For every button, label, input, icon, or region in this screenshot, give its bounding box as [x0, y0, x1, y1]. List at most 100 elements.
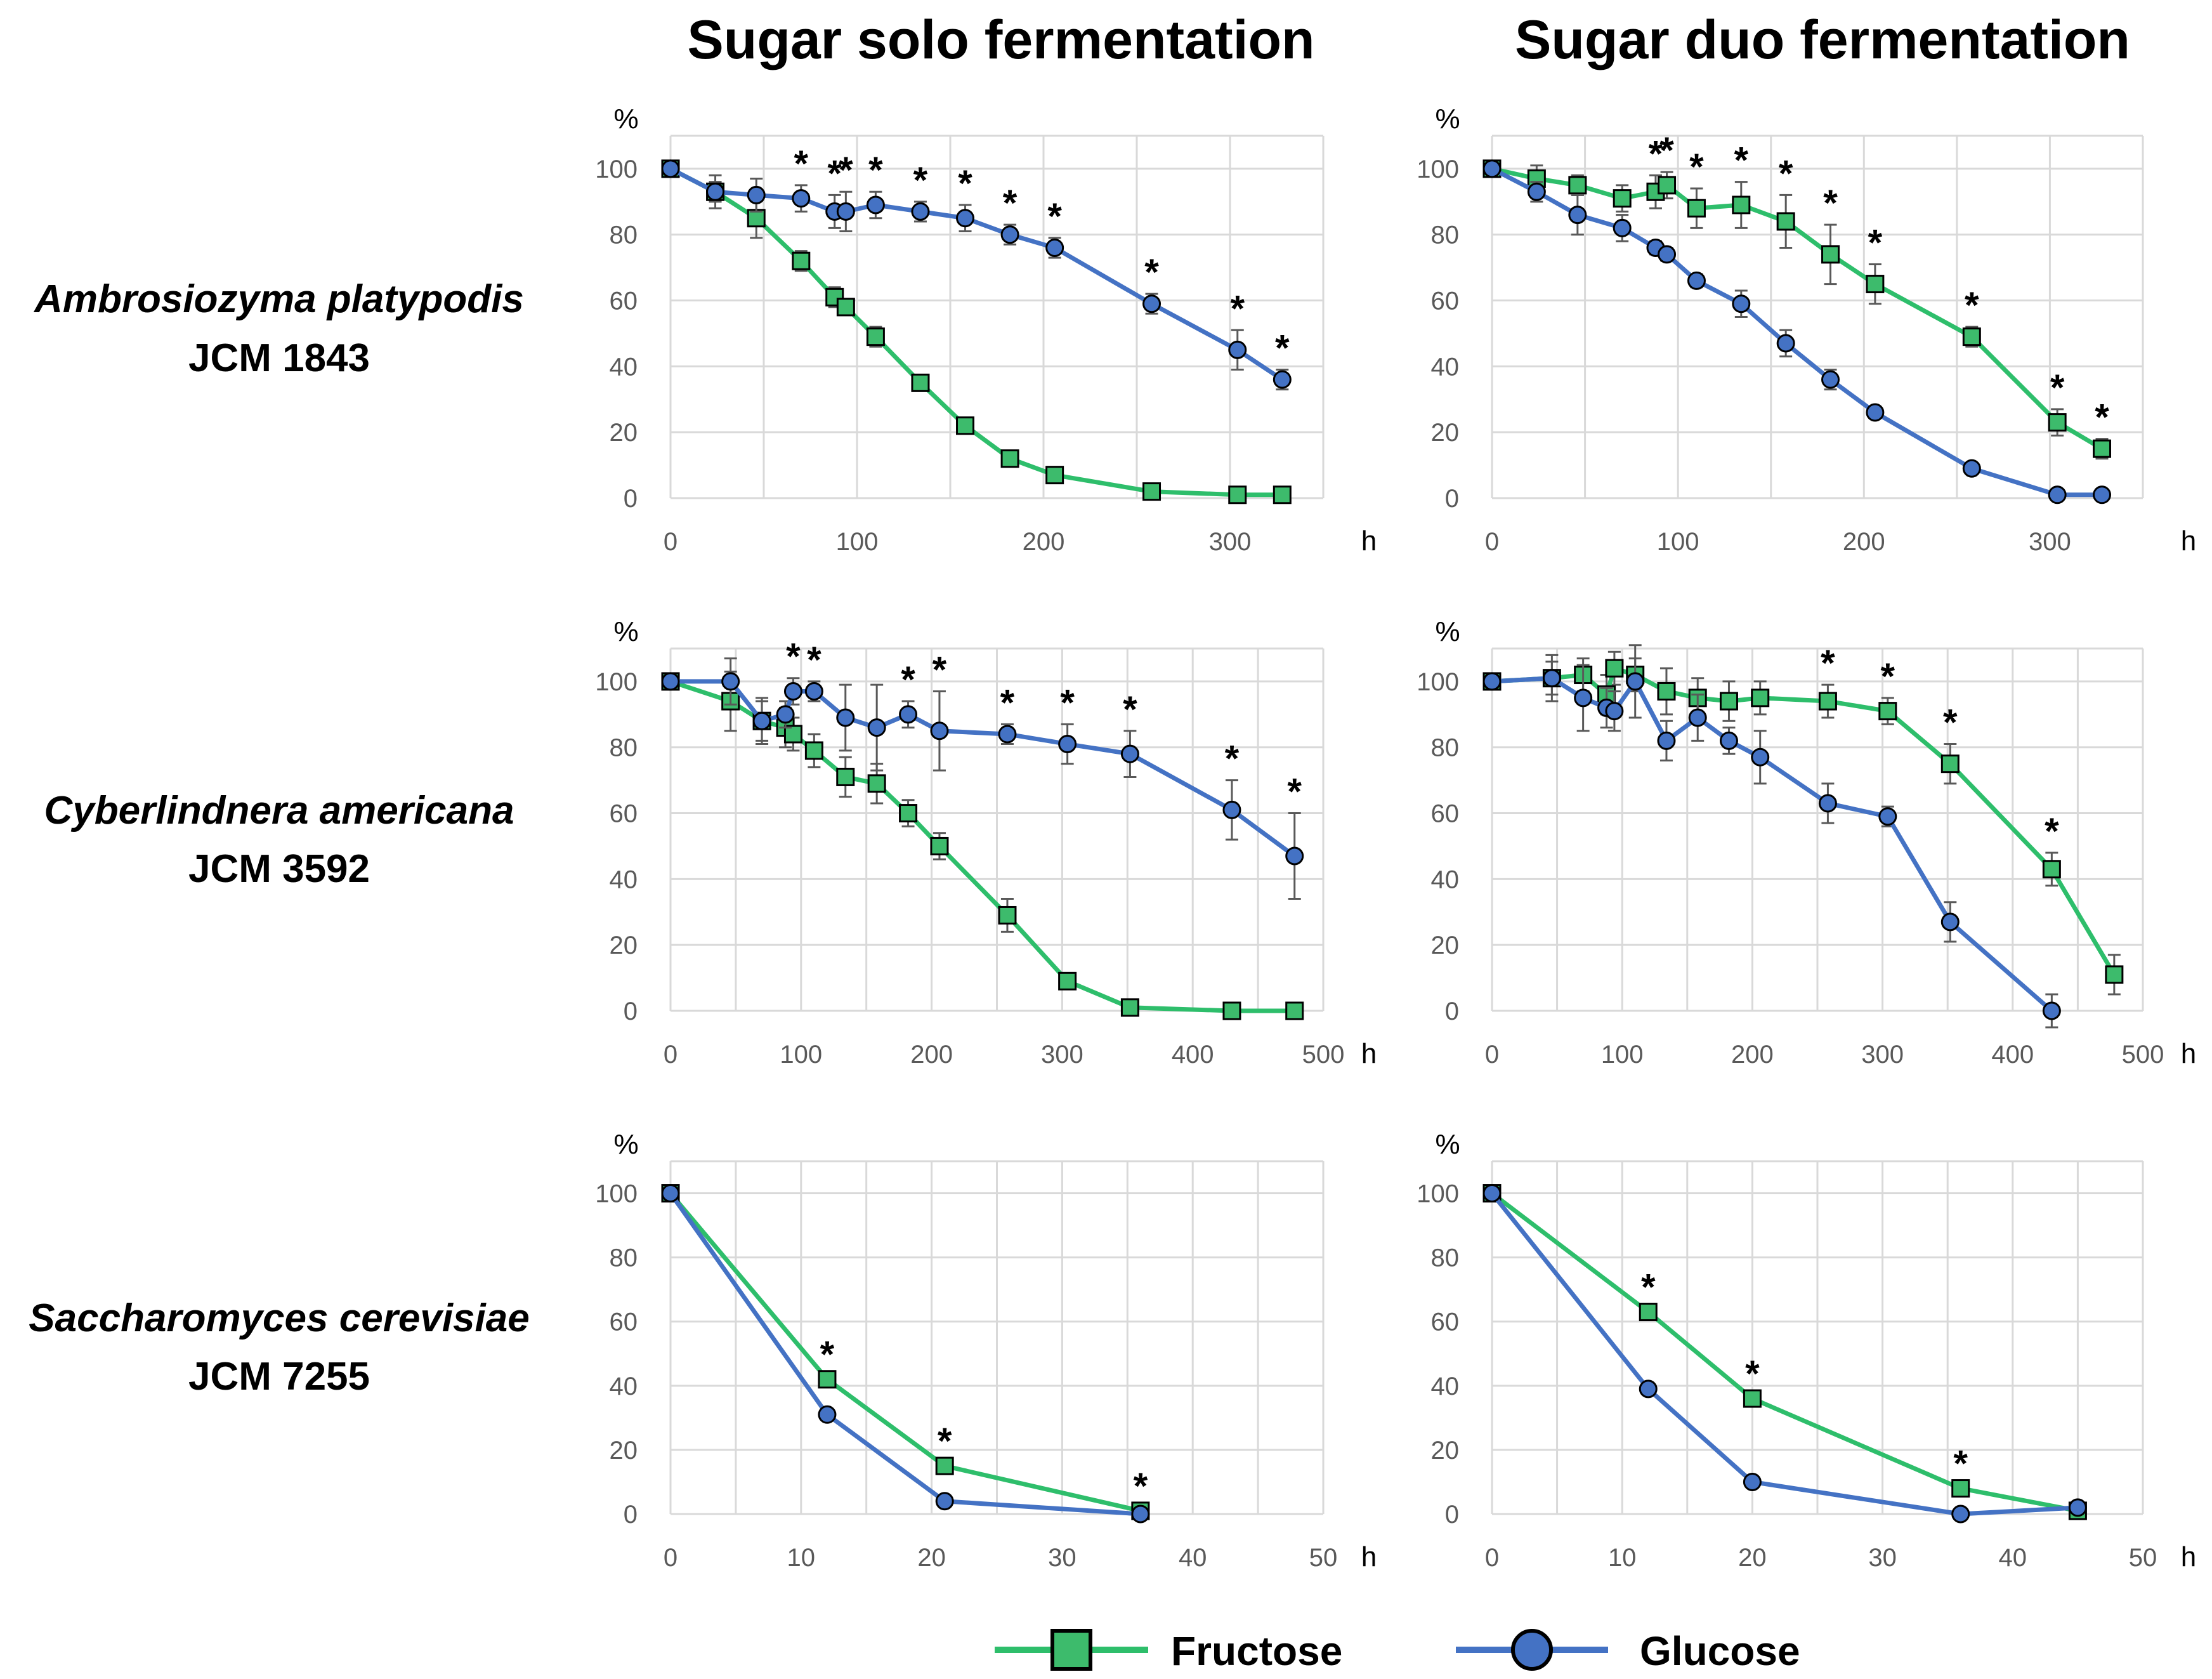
- significance-star: *: [1641, 1267, 1656, 1308]
- fructose-point: [1878, 702, 1897, 721]
- fructose-point: [1732, 195, 1751, 214]
- glucose-point: [1776, 334, 1795, 353]
- y-tick-label: 60: [610, 800, 638, 828]
- x-tick-label: 20: [1738, 1544, 1767, 1572]
- row-strain-ambrosiozyma: JCM 1843: [188, 336, 370, 380]
- fructose-point: [1743, 1389, 1762, 1408]
- glucose-point: [747, 185, 766, 204]
- fructose-point: [1613, 189, 1632, 208]
- significance-star: *: [2095, 397, 2109, 438]
- fructose-point: [1045, 466, 1064, 485]
- fructose-point: [1000, 449, 1019, 468]
- fructose-point: [804, 741, 823, 760]
- glucose-point: [1568, 206, 1587, 225]
- fructose-point: [1568, 176, 1587, 195]
- fructose-point: [836, 298, 855, 317]
- y-tick-label: 20: [1431, 419, 1460, 447]
- fructose-point: [1222, 1001, 1241, 1020]
- fructose-point: [1120, 998, 1139, 1017]
- x-tick-label: 0: [1485, 528, 1499, 556]
- y-unit-label: %: [1435, 103, 1460, 135]
- glucose-point: [1131, 1505, 1150, 1524]
- fructose-point: [1687, 199, 1706, 218]
- fructose-point: [1228, 485, 1247, 504]
- x-tick-label: 200: [1731, 1041, 1774, 1069]
- glucose-point: [935, 1492, 954, 1511]
- glucose-point: [1751, 747, 1770, 767]
- glucose-point: [2093, 485, 2112, 504]
- significance-star: *: [1659, 130, 1674, 171]
- significance-star: *: [1047, 196, 1062, 237]
- glucose-point: [661, 672, 680, 691]
- fructose-point: [866, 327, 885, 346]
- significance-star: *: [1225, 739, 1240, 780]
- significance-star: *: [1134, 1466, 1148, 1507]
- glucose-point: [836, 708, 855, 727]
- glucose-point: [1658, 245, 1677, 264]
- glucose-point: [2068, 1498, 2087, 1517]
- significance-star: *: [1275, 328, 1290, 369]
- significance-star: *: [1003, 183, 1018, 224]
- y-tick-label: 40: [1431, 866, 1460, 893]
- column-title-solo: Sugar solo fermentation: [687, 10, 1314, 70]
- glucose-point: [1142, 294, 1162, 313]
- y-tick-label: 60: [1431, 287, 1460, 315]
- row-strain-saccharomyces: JCM 7255: [188, 1355, 370, 1399]
- significance-star: *: [1953, 1444, 1968, 1485]
- glucose-point: [776, 705, 795, 724]
- y-tick-label: 0: [624, 998, 638, 1025]
- significance-star: *: [1823, 183, 1838, 224]
- glucose-point: [1962, 459, 1981, 478]
- x-tick-label: 200: [1023, 528, 1065, 556]
- y-tick-label: 80: [1431, 734, 1460, 762]
- glucose-point: [1482, 1184, 1502, 1203]
- significance-star: *: [1230, 288, 1245, 329]
- fructose-series-line: [669, 1192, 1141, 1513]
- significance-star: *: [1745, 1353, 1760, 1395]
- x-tick-label: 100: [836, 528, 879, 556]
- glucose-point: [1657, 731, 1676, 750]
- glucose-point: [1482, 672, 1502, 691]
- glucose-series-line: [1490, 1192, 2078, 1517]
- y-tick-label: 0: [624, 485, 638, 513]
- glucose-point: [998, 725, 1017, 744]
- glucose-point: [1273, 370, 1292, 389]
- glucose-point: [1626, 672, 1645, 691]
- x-tick-label: 400: [1172, 1041, 1214, 1069]
- fructose-point: [1658, 176, 1677, 195]
- fructose-point: [956, 416, 975, 435]
- glucose-point: [956, 209, 975, 228]
- x-unit-label: h: [2181, 1541, 2196, 1572]
- y-tick-label: 20: [1431, 932, 1460, 959]
- legend-fructose-label: Fructose: [1171, 1628, 1342, 1674]
- fructose-point: [1657, 681, 1676, 701]
- significance-star: *: [938, 1421, 952, 1462]
- glucose-point: [1818, 794, 1837, 813]
- fructose-point: [1058, 971, 1077, 991]
- glucose-point: [1821, 370, 1840, 389]
- column-title-duo: Sugar duo fermentation: [1515, 10, 2130, 70]
- fructose-point: [1751, 688, 1770, 708]
- significance-star: *: [1287, 772, 1302, 813]
- glucose-point: [1940, 912, 1960, 932]
- y-tick-label: 0: [624, 1501, 638, 1529]
- glucose-point: [661, 1184, 680, 1203]
- significance-star: *: [820, 1334, 835, 1376]
- glucose-point: [1574, 688, 1593, 708]
- x-tick-label: 300: [1861, 1041, 1904, 1069]
- significance-star: *: [958, 163, 972, 204]
- fructose-point: [2093, 439, 2112, 458]
- significance-star: *: [1868, 222, 1883, 263]
- y-unit-label: %: [1435, 1129, 1460, 1160]
- significance-star: *: [1060, 682, 1075, 723]
- fructose-point: [1273, 485, 1292, 504]
- glucose-point: [1743, 1472, 1762, 1491]
- glucose-point: [866, 195, 885, 214]
- glucose-point: [1613, 218, 1632, 237]
- y-tick-label: 100: [1417, 668, 1459, 696]
- y-tick-label: 20: [610, 419, 638, 447]
- y-unit-label: %: [613, 616, 638, 647]
- significance-star: *: [1734, 140, 1749, 181]
- fructose-point: [867, 774, 886, 793]
- significance-star: *: [827, 153, 842, 194]
